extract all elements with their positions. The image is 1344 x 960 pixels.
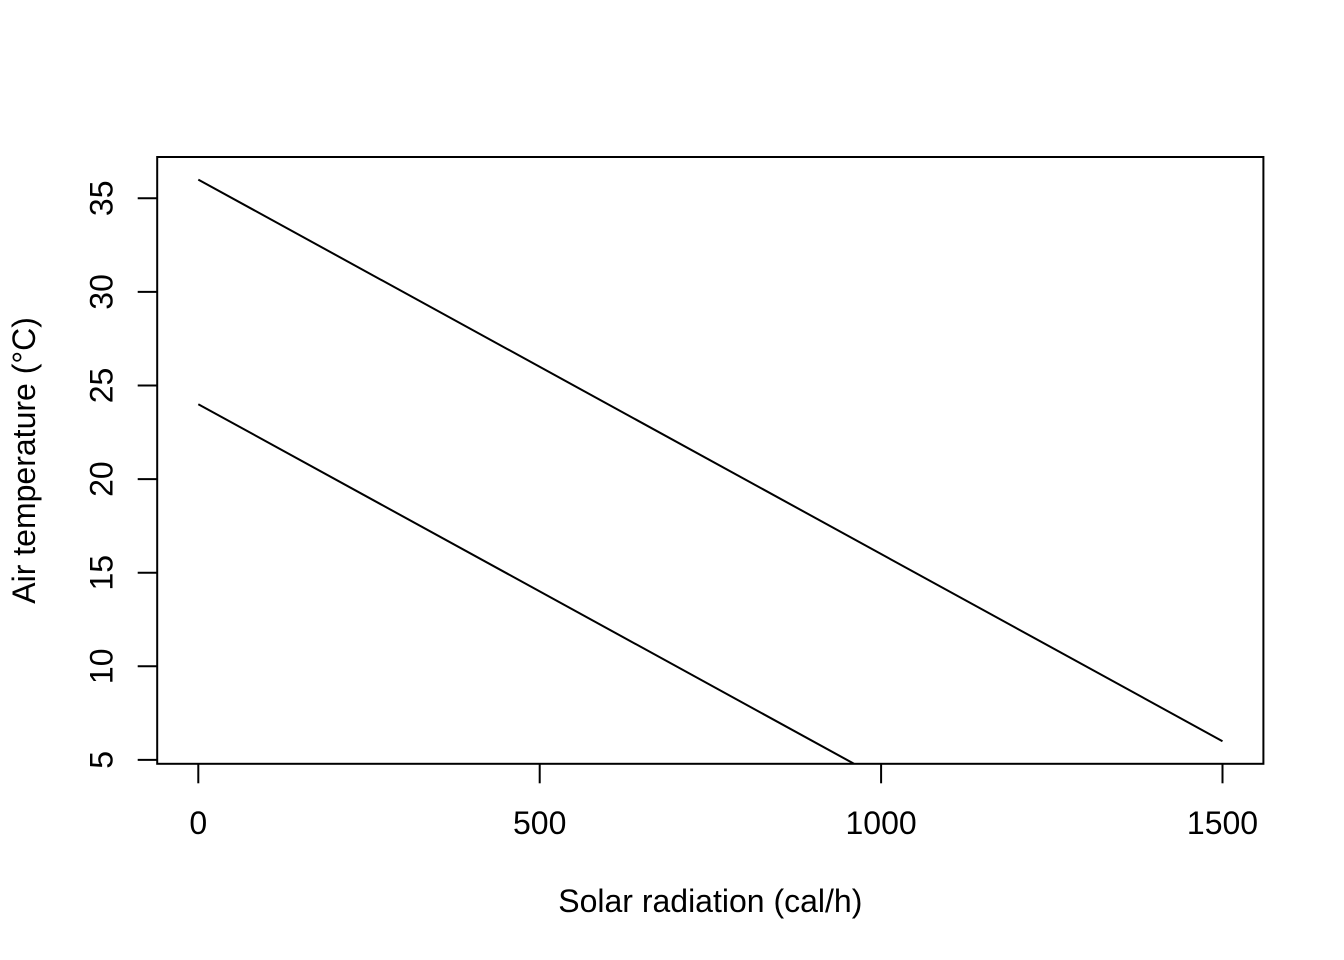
- svg-text:35: 35: [84, 181, 120, 217]
- svg-text:30: 30: [84, 274, 120, 310]
- svg-text:25: 25: [84, 368, 120, 404]
- svg-text:0: 0: [189, 805, 207, 841]
- svg-text:5: 5: [84, 751, 120, 769]
- svg-text:500: 500: [513, 805, 566, 841]
- svg-text:1500: 1500: [1187, 805, 1258, 841]
- svg-text:20: 20: [84, 461, 120, 497]
- svg-text:10: 10: [84, 649, 120, 685]
- svg-text:Air temperature (°C): Air temperature (°C): [6, 317, 42, 604]
- svg-text:15: 15: [84, 555, 120, 591]
- svg-text:1000: 1000: [846, 805, 917, 841]
- svg-text:Solar radiation (cal/h): Solar radiation (cal/h): [558, 883, 862, 919]
